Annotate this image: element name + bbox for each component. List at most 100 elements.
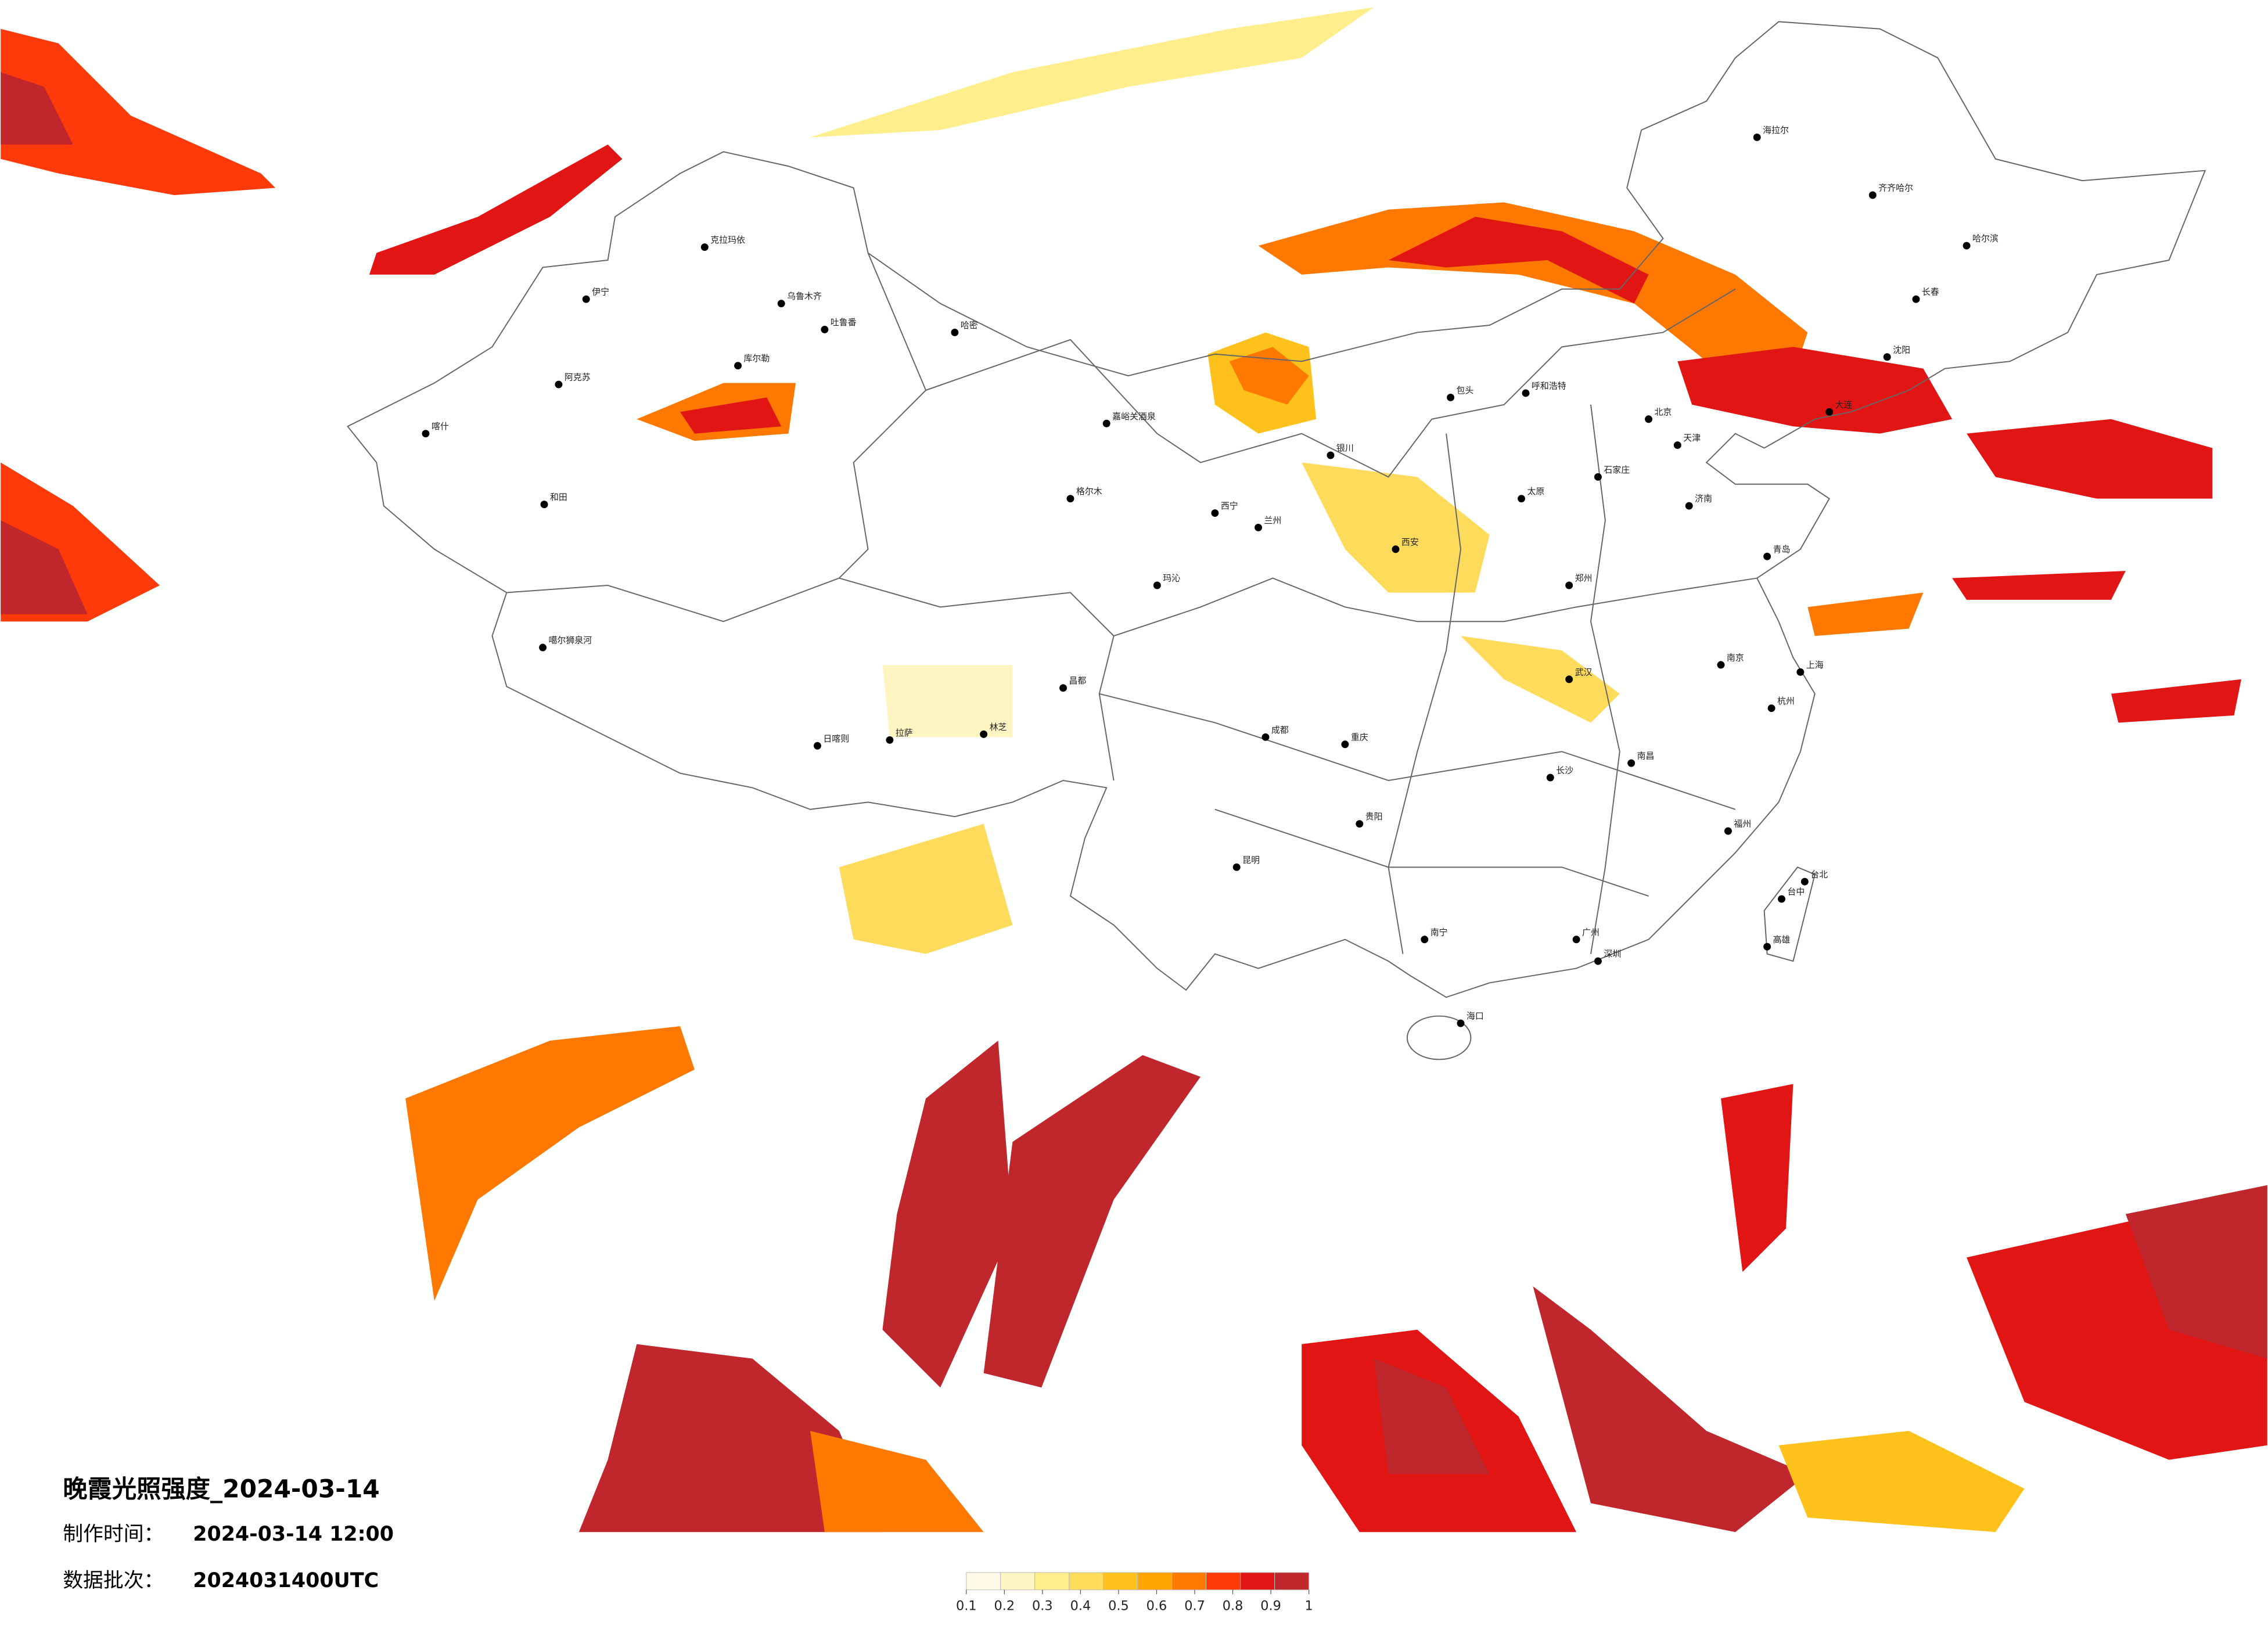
legend-cell <box>1274 1572 1310 1591</box>
city-dot <box>1645 415 1653 423</box>
legend-tick-label: 0.5 <box>1108 1599 1129 1614</box>
city-dot <box>1066 495 1074 503</box>
city-label: 南宁 <box>1430 927 1448 937</box>
city-label: 昌都 <box>1069 675 1087 686</box>
city-label: 日喀则 <box>823 733 849 744</box>
city-dot <box>540 501 548 509</box>
city-dot <box>1059 684 1067 692</box>
legend: 0.1 0.2 0.3 0.4 0.5 0.6 0.7 0.8 0.9 1 <box>956 1572 1313 1614</box>
city-dot <box>1767 704 1775 713</box>
map-title: 晚霞光照强度_2024-03-14 <box>63 1474 379 1503</box>
city-label: 乌鲁木齐 <box>787 291 822 301</box>
batch-label: 数据批次： <box>63 1569 164 1592</box>
city-dot <box>1565 581 1573 589</box>
city-label: 福州 <box>1734 819 1751 829</box>
city-label: 长沙 <box>1556 765 1573 776</box>
city-label: 台中 <box>1787 887 1805 897</box>
city-dot <box>1627 759 1636 767</box>
city-label: 银川 <box>1336 443 1354 454</box>
city-dot <box>1796 668 1805 676</box>
city-label: 拉萨 <box>896 728 913 738</box>
city-dot <box>1153 581 1161 589</box>
city-label: 杭州 <box>1777 696 1795 706</box>
city-dot <box>1447 393 1455 401</box>
city-label: 吐鲁番 <box>831 317 857 328</box>
boundaries <box>346 21 2206 1060</box>
city-label: 喀什 <box>432 421 449 431</box>
city-dot <box>1261 733 1270 741</box>
city-dot <box>1211 509 1219 517</box>
legend-tick-label: 0.7 <box>1184 1599 1205 1614</box>
legend-cell <box>1000 1572 1036 1591</box>
city-label: 南京 <box>1727 652 1744 663</box>
city-label: 上海 <box>1806 660 1824 670</box>
city-dot <box>1421 936 1429 944</box>
made-time: 2024-03-14 12:00 <box>193 1523 394 1546</box>
city-label: 林芝 <box>990 722 1007 732</box>
city-dot <box>1341 740 1349 749</box>
city-dot <box>951 328 959 336</box>
legend-tick-label: 0.9 <box>1260 1599 1281 1614</box>
city-dot <box>813 742 821 750</box>
legend-cell <box>1103 1572 1138 1591</box>
city-label: 格尔木 <box>1076 486 1102 497</box>
city-dot <box>1232 863 1241 871</box>
city-dot <box>1522 389 1530 397</box>
city-dot <box>1753 133 1761 141</box>
legend-cell <box>966 1572 1001 1591</box>
legend-tick-label: 1 <box>1305 1599 1313 1614</box>
legend-tick-label: 0.1 <box>956 1599 977 1614</box>
city-label: 噶尔狮泉河 <box>549 635 592 646</box>
legend-cell <box>1034 1572 1070 1591</box>
city-dot <box>1392 545 1400 553</box>
legend-tick-label: 0.4 <box>1070 1599 1091 1614</box>
legend-tick-label: 0.2 <box>994 1599 1015 1614</box>
city-dot <box>539 643 547 652</box>
city-label: 包头 <box>1457 385 1474 395</box>
city-dot <box>1963 242 1971 250</box>
city-dot <box>1883 353 1891 361</box>
sunset-field <box>1 7 2267 1533</box>
city-label: 广州 <box>1582 927 1600 937</box>
city-label: 太原 <box>1527 486 1544 497</box>
city-label: 齐齐哈尔 <box>1878 183 1913 193</box>
legend-tick-label: 0.8 <box>1223 1599 1243 1614</box>
city-dot <box>1518 495 1525 503</box>
city-label: 兰州 <box>1264 515 1282 526</box>
city-dot <box>1717 661 1725 669</box>
city-dot <box>980 730 988 738</box>
city-label: 台北 <box>1810 869 1828 880</box>
city-label: 青岛 <box>1773 544 1791 555</box>
batch: 2024031400UTC <box>193 1569 379 1592</box>
city-dot <box>1565 675 1573 684</box>
city-dot <box>1572 936 1580 944</box>
city-dot <box>422 430 430 438</box>
city-label: 西宁 <box>1221 501 1238 511</box>
city-dot <box>1457 1019 1465 1027</box>
city-label: 重庆 <box>1351 732 1368 742</box>
city-dot <box>886 736 894 744</box>
legend-cell <box>1171 1572 1207 1591</box>
city-label: 玛沁 <box>1163 573 1180 584</box>
city-dot <box>1356 820 1364 828</box>
city-dot <box>700 243 709 251</box>
city-dot <box>1763 942 1771 951</box>
city-label: 长春 <box>1922 287 1939 297</box>
city-label: 和田 <box>550 492 567 502</box>
legend-tick-label: 0.6 <box>1146 1599 1167 1614</box>
legend-cell <box>1137 1572 1173 1591</box>
city-label: 武汉 <box>1575 667 1593 677</box>
city-label: 阿克苏 <box>565 372 591 383</box>
city-label: 深圳 <box>1604 949 1621 959</box>
city-label: 北京 <box>1655 406 1672 417</box>
city-dot <box>1724 827 1732 835</box>
city-label: 克拉玛依 <box>710 235 745 245</box>
city-label: 郑州 <box>1575 573 1593 584</box>
city-label: 哈尔滨 <box>1972 233 1999 244</box>
city-dot <box>1594 957 1602 965</box>
city-label: 沈阳 <box>1893 344 1910 355</box>
city-dot <box>777 300 785 308</box>
